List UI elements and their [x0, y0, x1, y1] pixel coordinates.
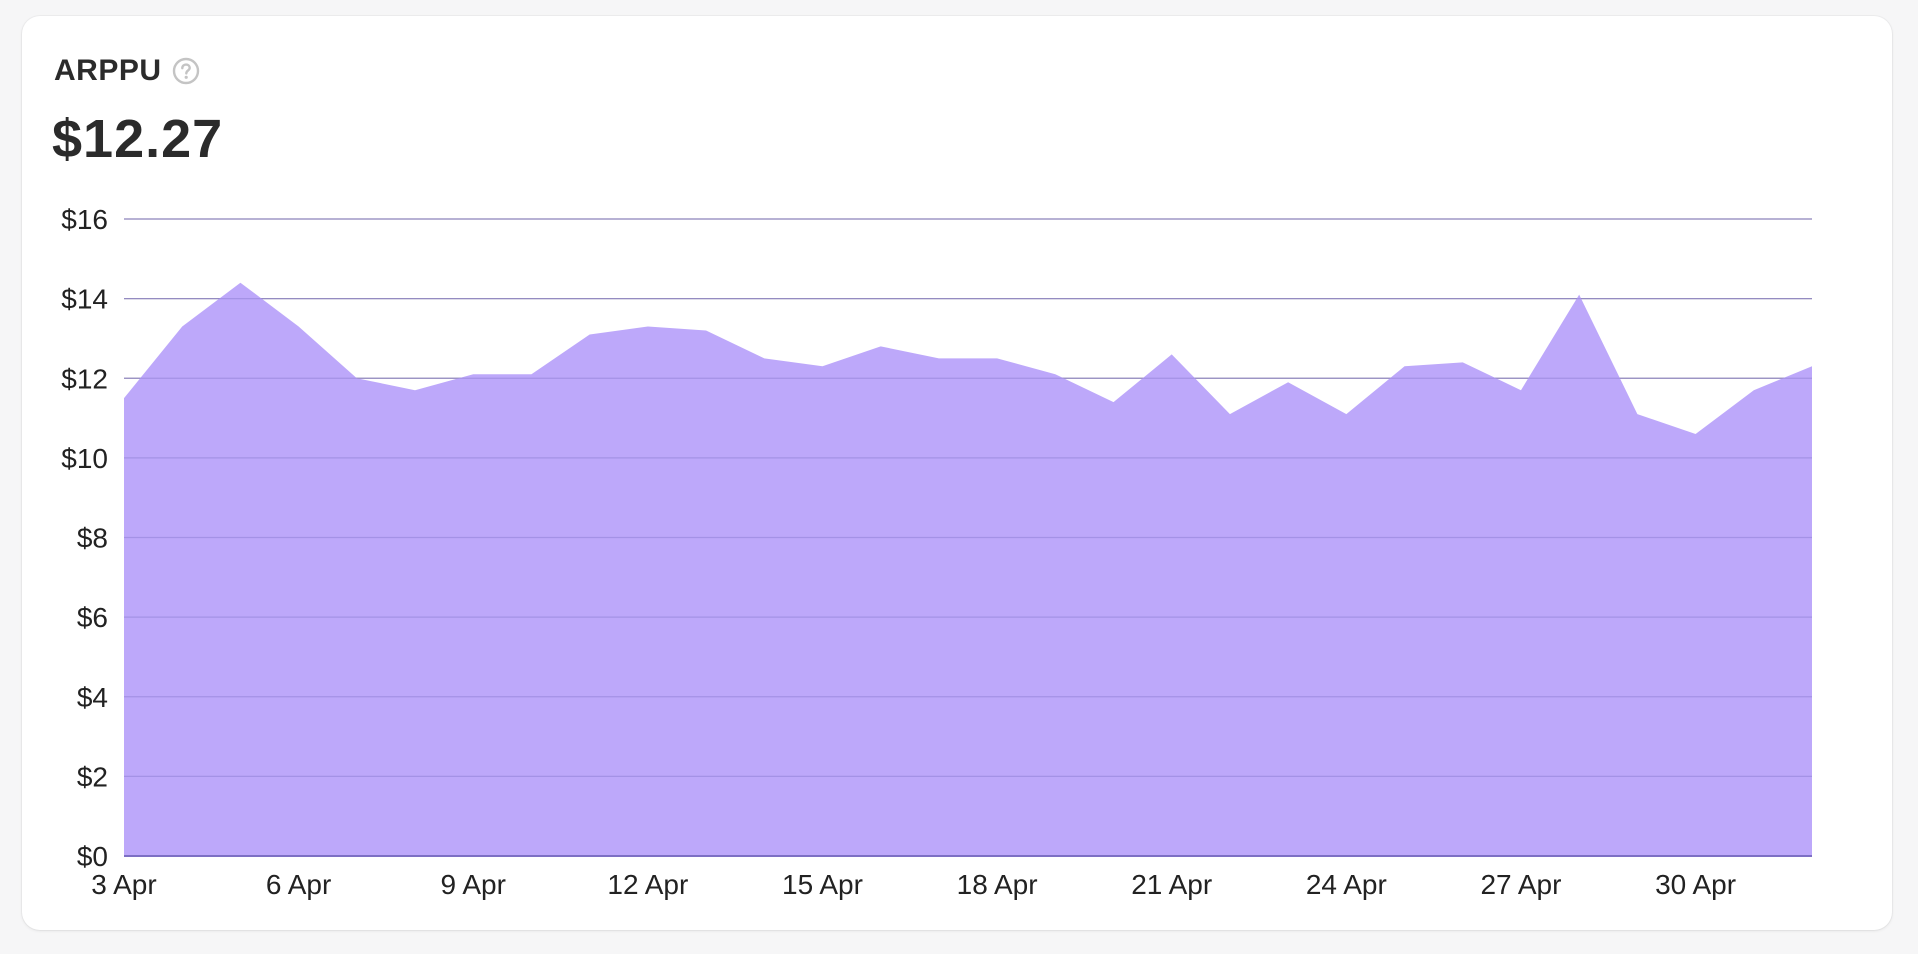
y-tick-label: $14	[61, 284, 108, 315]
x-tick-label: 9 Apr	[441, 869, 506, 900]
y-tick-label: $8	[77, 523, 108, 554]
y-tick-label: $4	[77, 682, 108, 713]
y-tick-label: $0	[77, 841, 108, 872]
metric-value: $12.27	[52, 109, 224, 169]
metric-title: ARPPU	[54, 54, 162, 87]
x-tick-label: 18 Apr	[957, 869, 1038, 900]
y-tick-label: $16	[61, 204, 108, 235]
x-tick-label: 21 Apr	[1131, 869, 1212, 900]
x-tick-label: 6 Apr	[266, 869, 331, 900]
x-tick-label: 30 Apr	[1655, 869, 1736, 900]
x-tick-label: 15 Apr	[782, 869, 863, 900]
question-circle-icon[interactable]	[172, 57, 200, 85]
series-area	[124, 282, 1812, 856]
y-tick-label: $12	[61, 363, 108, 394]
y-tick-label: $2	[77, 761, 108, 792]
x-tick-label: 12 Apr	[607, 869, 688, 900]
x-tick-label: 24 Apr	[1306, 869, 1387, 900]
x-tick-label: 27 Apr	[1480, 869, 1561, 900]
y-tick-label: $6	[77, 602, 108, 633]
card-header: ARPPU	[54, 54, 200, 88]
x-tick-label: 3 Apr	[91, 869, 156, 900]
y-tick-label: $10	[61, 443, 108, 474]
